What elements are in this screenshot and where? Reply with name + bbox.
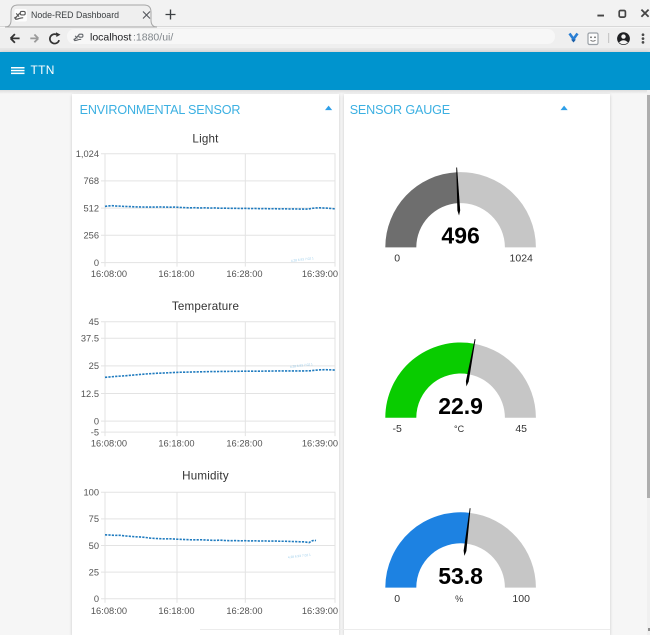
svg-text:16:28:00: 16:28:00 [226, 269, 262, 279]
svg-text:Node-RED Dashboard: Node-RED Dashboard [31, 10, 119, 20]
svg-text:16:08:00: 16:08:00 [91, 439, 127, 449]
svg-text:4.28 6.93 7.02 1: 4.28 6.93 7.02 1 [290, 362, 314, 369]
svg-text:75: 75 [89, 514, 99, 524]
svg-text:4.28 6.93 7.02 1: 4.28 6.93 7.02 1 [288, 553, 312, 560]
svg-text:0: 0 [394, 593, 400, 605]
svg-text:25: 25 [89, 361, 99, 371]
svg-text:53.8: 53.8 [438, 563, 483, 589]
svg-text:16:18:00: 16:18:00 [158, 439, 194, 449]
svg-text:16:39:00: 16:39:00 [302, 606, 338, 616]
svg-text:16:28:00: 16:28:00 [226, 606, 262, 616]
svg-text:512: 512 [83, 203, 99, 213]
svg-text:16:39:00: 16:39:00 [302, 439, 338, 449]
svg-text:45: 45 [515, 423, 527, 435]
svg-text:-5: -5 [91, 427, 99, 437]
svg-text:1,024: 1,024 [76, 149, 99, 159]
svg-text:100: 100 [83, 488, 99, 498]
svg-text:50: 50 [89, 541, 99, 551]
svg-text:localhost: localhost [90, 31, 132, 43]
svg-text:0: 0 [94, 594, 99, 604]
svg-text:Humidity: Humidity [182, 469, 229, 482]
svg-text:768: 768 [83, 176, 99, 186]
svg-text:100: 100 [512, 593, 530, 605]
svg-text:496: 496 [441, 223, 479, 249]
svg-text:Temperature: Temperature [172, 300, 239, 313]
svg-text:16:18:00: 16:18:00 [158, 269, 194, 279]
svg-text:4.28 6.93 7.02 1: 4.28 6.93 7.02 1 [291, 256, 315, 263]
svg-text:37.5: 37.5 [81, 334, 99, 344]
svg-text:16:08:00: 16:08:00 [91, 606, 127, 616]
svg-text:-5: -5 [393, 423, 402, 435]
svg-text:ENVIRONMENTAL SENSOR: ENVIRONMENTAL SENSOR [80, 103, 241, 117]
svg-text:22.9: 22.9 [438, 393, 483, 419]
svg-text:°C: °C [454, 424, 465, 434]
svg-text:16:28:00: 16:28:00 [226, 439, 262, 449]
svg-text:16:18:00: 16:18:00 [158, 606, 194, 616]
svg-text:25: 25 [89, 567, 99, 577]
svg-text:16:08:00: 16:08:00 [91, 269, 127, 279]
svg-text:256: 256 [83, 231, 99, 241]
svg-text:Light: Light [192, 132, 219, 145]
svg-text:1024: 1024 [510, 253, 534, 265]
svg-text:SENSOR GAUGE: SENSOR GAUGE [350, 103, 450, 117]
svg-text:12.5: 12.5 [81, 389, 99, 399]
svg-text::1880/ui/: :1880/ui/ [133, 31, 173, 43]
svg-text:%: % [455, 594, 463, 604]
svg-text:16:39:00: 16:39:00 [302, 269, 338, 279]
svg-text:45: 45 [89, 317, 99, 327]
svg-text:0: 0 [394, 253, 400, 265]
svg-text:0: 0 [94, 258, 99, 268]
svg-text:0: 0 [94, 416, 99, 426]
